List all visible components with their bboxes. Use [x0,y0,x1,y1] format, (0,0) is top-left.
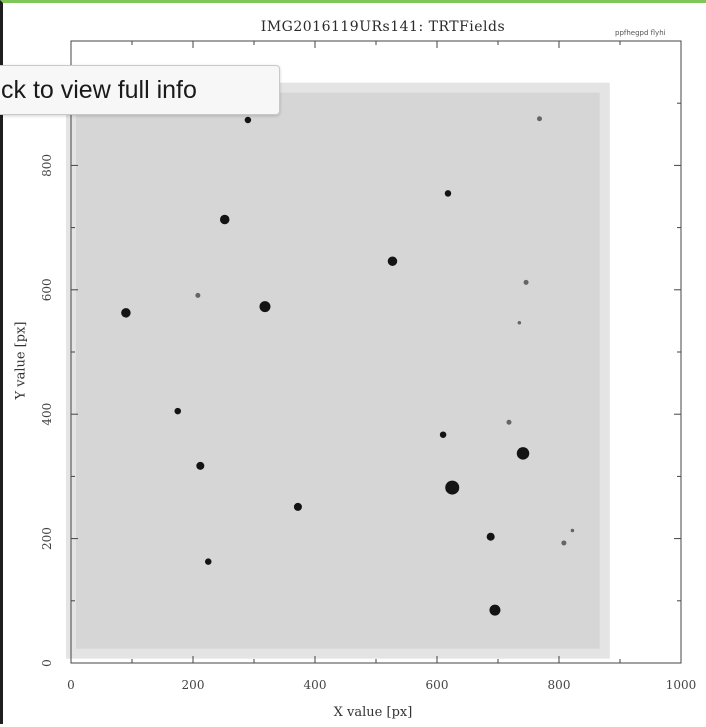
star-13 [196,461,205,470]
x-tick-label: 1000 [666,678,697,692]
star-0 [244,116,252,124]
x-tick-label: 0 [67,678,75,692]
star-12 [516,447,530,460]
plot-axes: 0 200 400 600 800 1000 0 200 400 600 800 [40,40,697,692]
y-tick-label: 600 [40,278,54,301]
info-tooltip[interactable]: ck to view full info [0,65,280,115]
watermark-text: ppfhegpd flyhi [615,29,666,37]
star-11 [506,419,512,425]
star-6 [259,301,271,313]
star-3 [219,214,230,225]
star-16 [486,532,495,541]
star-21 [517,321,522,325]
star-15 [293,502,302,511]
y-axis-label: Y value [px] [13,321,29,400]
star-7 [195,292,201,298]
x-tick-label: 400 [304,678,327,692]
star-2 [444,190,452,197]
y-tick-label: 0 [40,659,54,667]
image-background [71,87,605,654]
star-8 [523,279,529,285]
x-tick-label: 800 [548,678,571,692]
star-14 [445,480,460,495]
star-4 [387,256,398,266]
star-5 [121,308,131,318]
plot-canvas[interactable]: 0 200 400 600 800 1000 0 200 400 600 800 [3,3,706,727]
star-19 [489,604,501,616]
star-17 [561,540,567,546]
y-tick-label: 200 [40,527,54,550]
plot-title: IMG2016119URs141: TRTFields [260,19,506,35]
x-tick-label: 600 [426,678,449,692]
x-axis-label: X value [px] [333,705,413,720]
y-tick-label: 400 [40,403,54,426]
star-1 [536,116,542,122]
astro-image [66,82,610,659]
star-markers [121,116,575,616]
star-18 [205,558,212,565]
star-20 [570,528,575,533]
x-tick-label: 200 [182,678,205,692]
star-9 [174,407,181,415]
star-10 [439,431,447,438]
y-tick-label: 800 [40,154,54,177]
